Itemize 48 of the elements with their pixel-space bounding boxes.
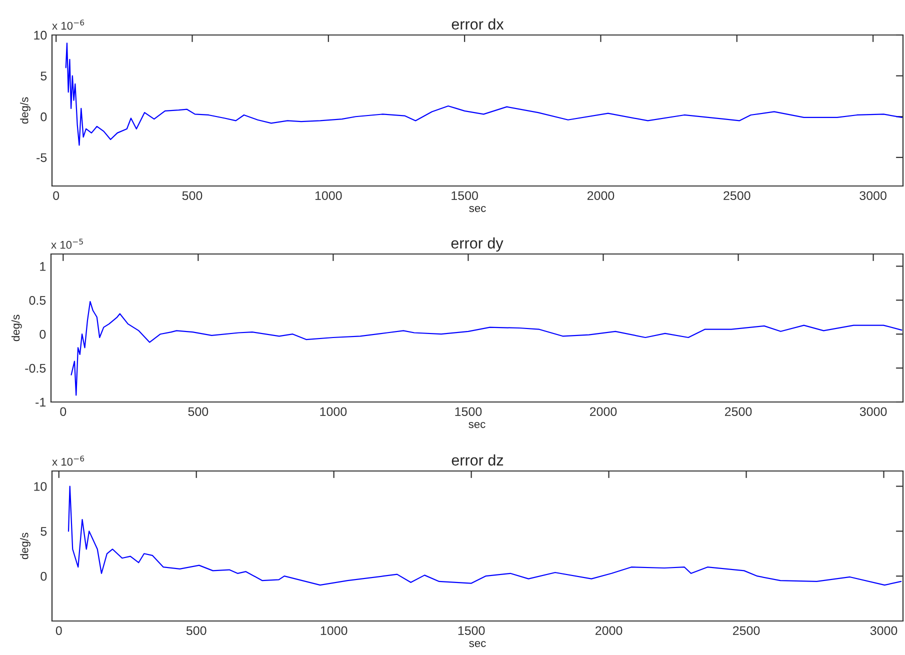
line-series xyxy=(65,42,902,146)
x-tick-label: 500 xyxy=(186,626,206,636)
y-tick-label: 0.5 xyxy=(29,296,46,305)
y-tick-label: 0 xyxy=(40,112,47,122)
y-tick-label: 10 xyxy=(34,30,47,40)
x-tick-label: 1500 xyxy=(455,407,482,416)
x-tick-label: 3000 xyxy=(860,191,886,200)
y-tick-label: 0 xyxy=(40,572,47,581)
y-axis-title: deg/s xyxy=(20,532,30,560)
x-tick-label: 0 xyxy=(60,407,66,416)
y-tick-label: 5 xyxy=(40,72,47,80)
y-tick-label: 0 xyxy=(40,330,46,339)
y-tick-label: -5 xyxy=(36,153,47,162)
y-tick-label: 10 xyxy=(34,482,47,491)
chart-title: error dx xyxy=(452,18,504,30)
x-axis-title: sec xyxy=(469,640,486,648)
x-tick-label: 0 xyxy=(53,191,60,200)
x-tick-label: 1000 xyxy=(320,407,347,416)
y-tick-label: -1 xyxy=(36,398,46,407)
x-tick-label: 1000 xyxy=(315,191,342,200)
text: x 10$^{−6}$ xyxy=(52,456,84,466)
y-tick-label: -0.5 xyxy=(25,364,46,373)
y-tick-label: 5 xyxy=(40,527,47,536)
y-axis-title: deg/s xyxy=(11,314,22,342)
text: x 10$^{−5}$ xyxy=(51,238,83,249)
x-tick-label: 2000 xyxy=(587,191,614,200)
x-tick-label: 1000 xyxy=(320,626,348,636)
x-tick-label: 1500 xyxy=(458,626,485,636)
x-tick-label: 2000 xyxy=(596,626,622,636)
x-tick-label: 3000 xyxy=(870,626,898,636)
line-series xyxy=(68,486,902,586)
text: x 10$^{−6}$ xyxy=(52,20,84,30)
x-tick-label: 2000 xyxy=(590,407,617,416)
x-axis-title: sec xyxy=(469,206,486,212)
x-tick-label: 3000 xyxy=(860,407,887,416)
x-tick-label: 2500 xyxy=(725,407,752,416)
y-tick-label: 1 xyxy=(40,262,46,271)
chart-title: error dz xyxy=(452,454,504,466)
x-tick-label: 2500 xyxy=(724,191,750,200)
x-tick-label: 2500 xyxy=(733,626,760,636)
x-tick-label: 1500 xyxy=(452,191,478,200)
x-tick-label: 0 xyxy=(56,626,62,636)
x-axis-title: sec xyxy=(468,422,486,428)
y-axis-title: deg/s xyxy=(20,97,30,124)
x-tick-label: 500 xyxy=(188,407,208,416)
x-tick-label: 500 xyxy=(182,191,202,200)
line-series xyxy=(70,300,902,396)
chart-title: error dy xyxy=(451,237,504,252)
